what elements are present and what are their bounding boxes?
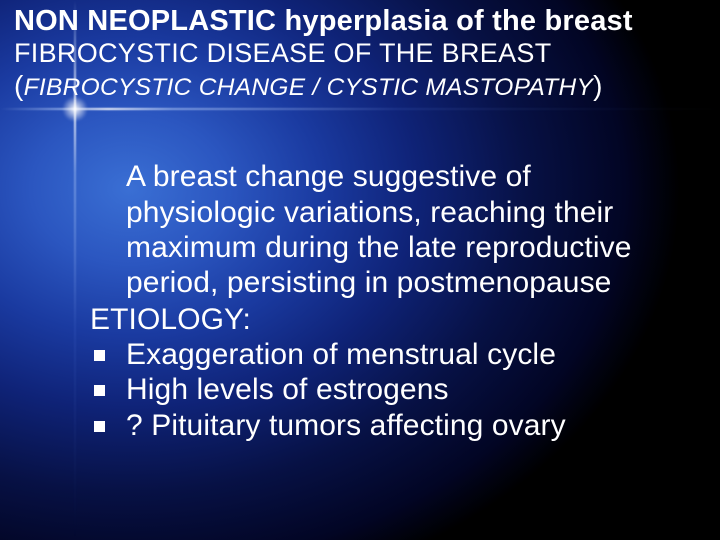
paren-close: ) bbox=[593, 70, 603, 101]
bullet-accent: Pituitary tumors bbox=[151, 409, 361, 442]
body-block: A breast change suggestive of physiologi… bbox=[126, 159, 686, 443]
title-line-3: (FIBROCYSTIC CHANGE / CYSTIC MASTOPATHY) bbox=[14, 71, 706, 102]
bullet-text-post: affecting ovary bbox=[361, 409, 566, 442]
paren-open: ( bbox=[14, 70, 24, 101]
list-item: Exaggeration of menstrual cycle bbox=[90, 337, 686, 372]
etiology-list: Exaggeration of menstrual cycle High lev… bbox=[90, 337, 686, 443]
title-line-1: NON NEOPLASTIC hyperplasia of the breast bbox=[14, 6, 706, 37]
subtitle-text: FIBROCYSTIC CHANGE / CYSTIC MASTOPATHY bbox=[24, 74, 594, 101]
bullet-accent: estrogens bbox=[316, 373, 449, 406]
slide-container: NON NEOPLASTIC hyperplasia of the breast… bbox=[0, 0, 720, 540]
bullet-text-pre: ? bbox=[126, 409, 151, 442]
title-line-2: FIBROCYSTIC DISEASE OF THE BREAST bbox=[14, 38, 706, 68]
list-item: High levels of estrogens bbox=[90, 372, 686, 407]
bullet-text: Exaggeration of menstrual cycle bbox=[126, 338, 556, 371]
definition-text: A breast change suggestive of physiologi… bbox=[126, 159, 686, 299]
list-item: ? Pituitary tumors affecting ovary bbox=[90, 408, 686, 443]
etiology-label: ETIOLOGY: bbox=[90, 302, 686, 337]
bullet-text-pre: High levels of bbox=[126, 373, 316, 406]
